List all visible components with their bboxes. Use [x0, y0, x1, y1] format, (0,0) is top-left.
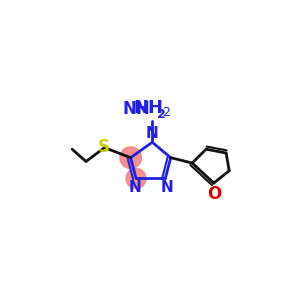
- Text: N: N: [128, 180, 141, 195]
- Text: NH$_2$: NH$_2$: [133, 98, 172, 118]
- Text: N: N: [160, 180, 173, 195]
- Text: N: N: [146, 126, 159, 141]
- Text: 2: 2: [157, 109, 166, 122]
- Circle shape: [120, 147, 141, 168]
- Text: O: O: [207, 185, 221, 203]
- Text: S: S: [98, 138, 110, 156]
- Text: NH: NH: [123, 100, 151, 118]
- Circle shape: [126, 168, 146, 188]
